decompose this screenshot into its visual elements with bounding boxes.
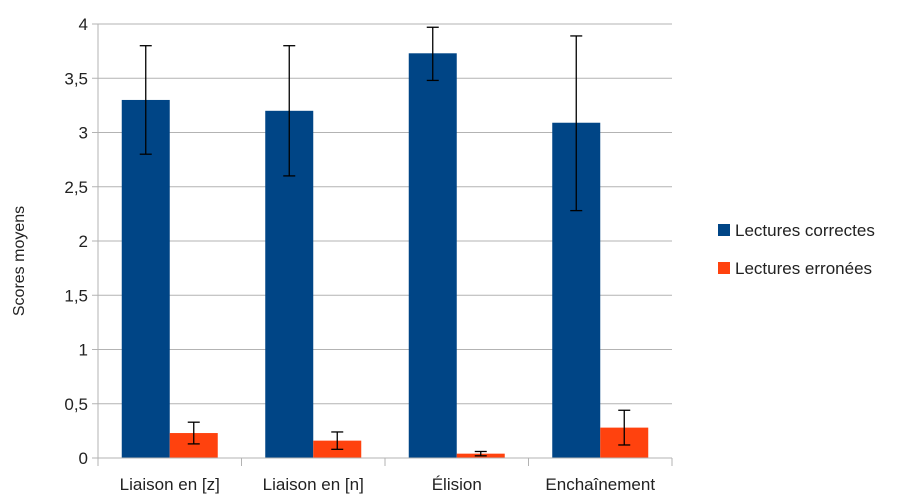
x-tick-labels: Liaison en [z] Liaison en [n] Élision Encha… — [120, 475, 656, 494]
bar — [408, 53, 457, 459]
legend-swatch — [718, 262, 730, 274]
y-axis-label: Scores moyens — [11, 206, 28, 316]
bar — [121, 99, 170, 458]
y-tick-label: 2 — [79, 232, 88, 251]
legend-swatch — [718, 224, 730, 236]
error-bars — [139, 26, 631, 457]
y-tick-label: 3 — [79, 124, 88, 143]
legend-label: Lectures correctes — [735, 221, 875, 240]
legend: Lectures correctes Lectures erronées — [718, 221, 875, 278]
y-tick-label: 0 — [79, 449, 88, 468]
x-tick-label: Liaison en [z] — [120, 475, 220, 494]
y-tick-label: 3,5 — [64, 69, 88, 88]
y-tick-label: 0,5 — [64, 395, 88, 414]
y-tick-label: 2,5 — [64, 178, 88, 197]
axes — [92, 23, 673, 466]
y-tick-label: 1 — [79, 341, 88, 360]
y-tick-label: 1,5 — [64, 286, 88, 305]
bars — [121, 53, 649, 459]
x-tick-label: Élision — [432, 475, 482, 494]
y-tick-labels: 0 0,5 1 1,5 2 2,5 3 3,5 4 — [64, 15, 88, 468]
x-tick-label: Liaison en [n] — [263, 475, 364, 494]
gridlines — [98, 23, 672, 459]
y-tick-label: 4 — [79, 15, 88, 34]
x-tick-label: Enchaînement — [545, 475, 655, 494]
legend-label: Lectures erronées — [735, 259, 872, 278]
